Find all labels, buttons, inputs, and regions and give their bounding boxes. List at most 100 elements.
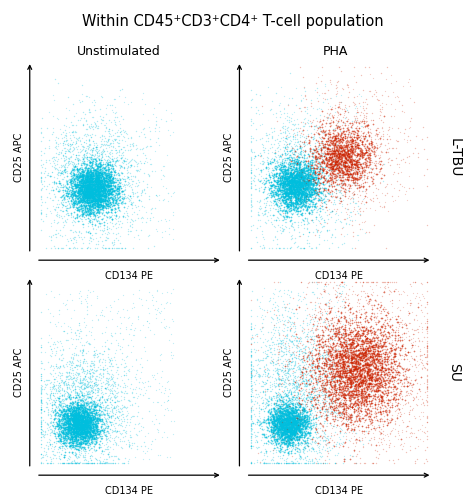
- Point: [404, 379, 411, 387]
- Point: [386, 375, 393, 383]
- Point: [75, 412, 83, 420]
- Point: [274, 392, 281, 400]
- Point: [366, 380, 374, 388]
- Point: [370, 336, 378, 344]
- Point: [293, 178, 300, 186]
- Point: [271, 320, 278, 328]
- Point: [423, 222, 431, 230]
- Point: [70, 424, 78, 432]
- Point: [92, 196, 100, 203]
- Point: [309, 340, 316, 347]
- Point: [38, 397, 45, 405]
- Point: [304, 161, 311, 169]
- Point: [107, 356, 114, 364]
- Point: [323, 378, 331, 386]
- Point: [102, 384, 110, 392]
- Point: [292, 348, 300, 356]
- Point: [392, 345, 399, 353]
- Point: [338, 340, 346, 348]
- Point: [288, 393, 295, 401]
- Point: [377, 408, 384, 416]
- Point: [366, 416, 373, 424]
- Point: [89, 178, 96, 186]
- Point: [96, 178, 104, 186]
- Point: [98, 202, 106, 209]
- Point: [87, 176, 94, 184]
- Point: [75, 408, 82, 416]
- Point: [88, 184, 96, 192]
- Point: [285, 188, 293, 196]
- Point: [387, 350, 394, 358]
- Point: [118, 136, 125, 144]
- Point: [300, 188, 308, 196]
- Point: [145, 124, 152, 132]
- Point: [297, 172, 304, 179]
- Point: [355, 370, 363, 378]
- Point: [308, 364, 316, 372]
- Point: [54, 436, 61, 444]
- Point: [339, 349, 346, 357]
- Point: [260, 242, 268, 250]
- Point: [294, 194, 302, 202]
- Point: [327, 356, 334, 364]
- Point: [306, 429, 313, 437]
- Point: [369, 145, 376, 153]
- Point: [104, 442, 111, 450]
- Point: [82, 192, 89, 200]
- Point: [281, 180, 288, 188]
- Point: [109, 192, 116, 200]
- Point: [393, 366, 400, 374]
- Point: [270, 415, 277, 423]
- Point: [307, 401, 315, 409]
- Point: [47, 362, 55, 370]
- Point: [47, 345, 55, 353]
- Point: [307, 206, 315, 214]
- Point: [315, 157, 322, 165]
- Point: [350, 148, 357, 156]
- Point: [98, 435, 106, 443]
- Point: [267, 314, 274, 322]
- Point: [343, 396, 350, 404]
- Point: [126, 142, 134, 150]
- Point: [311, 146, 318, 154]
- Point: [322, 179, 330, 187]
- Point: [299, 371, 306, 379]
- Point: [65, 422, 72, 430]
- Point: [80, 177, 87, 185]
- Point: [84, 178, 91, 186]
- Point: [75, 178, 83, 186]
- Point: [403, 366, 410, 374]
- Point: [96, 190, 103, 198]
- Point: [94, 162, 102, 170]
- Point: [371, 400, 379, 407]
- Point: [337, 150, 344, 158]
- Point: [370, 380, 378, 388]
- Point: [284, 424, 292, 432]
- Point: [404, 366, 411, 374]
- Point: [299, 318, 306, 326]
- Point: [282, 188, 290, 196]
- Point: [75, 170, 82, 178]
- Point: [293, 180, 301, 188]
- Point: [324, 160, 332, 168]
- Point: [286, 420, 293, 428]
- Point: [331, 342, 338, 350]
- Point: [292, 420, 299, 428]
- Point: [81, 434, 88, 442]
- Point: [295, 436, 302, 444]
- Point: [86, 172, 94, 180]
- Point: [350, 140, 357, 147]
- Point: [95, 444, 103, 452]
- Point: [75, 198, 82, 206]
- Point: [344, 401, 351, 409]
- Point: [278, 380, 285, 388]
- Point: [348, 160, 356, 168]
- Point: [106, 185, 114, 193]
- Point: [301, 414, 308, 422]
- Point: [314, 358, 321, 366]
- Point: [394, 160, 401, 168]
- Point: [274, 390, 282, 398]
- Point: [116, 438, 123, 446]
- Point: [337, 354, 344, 362]
- Point: [127, 133, 135, 141]
